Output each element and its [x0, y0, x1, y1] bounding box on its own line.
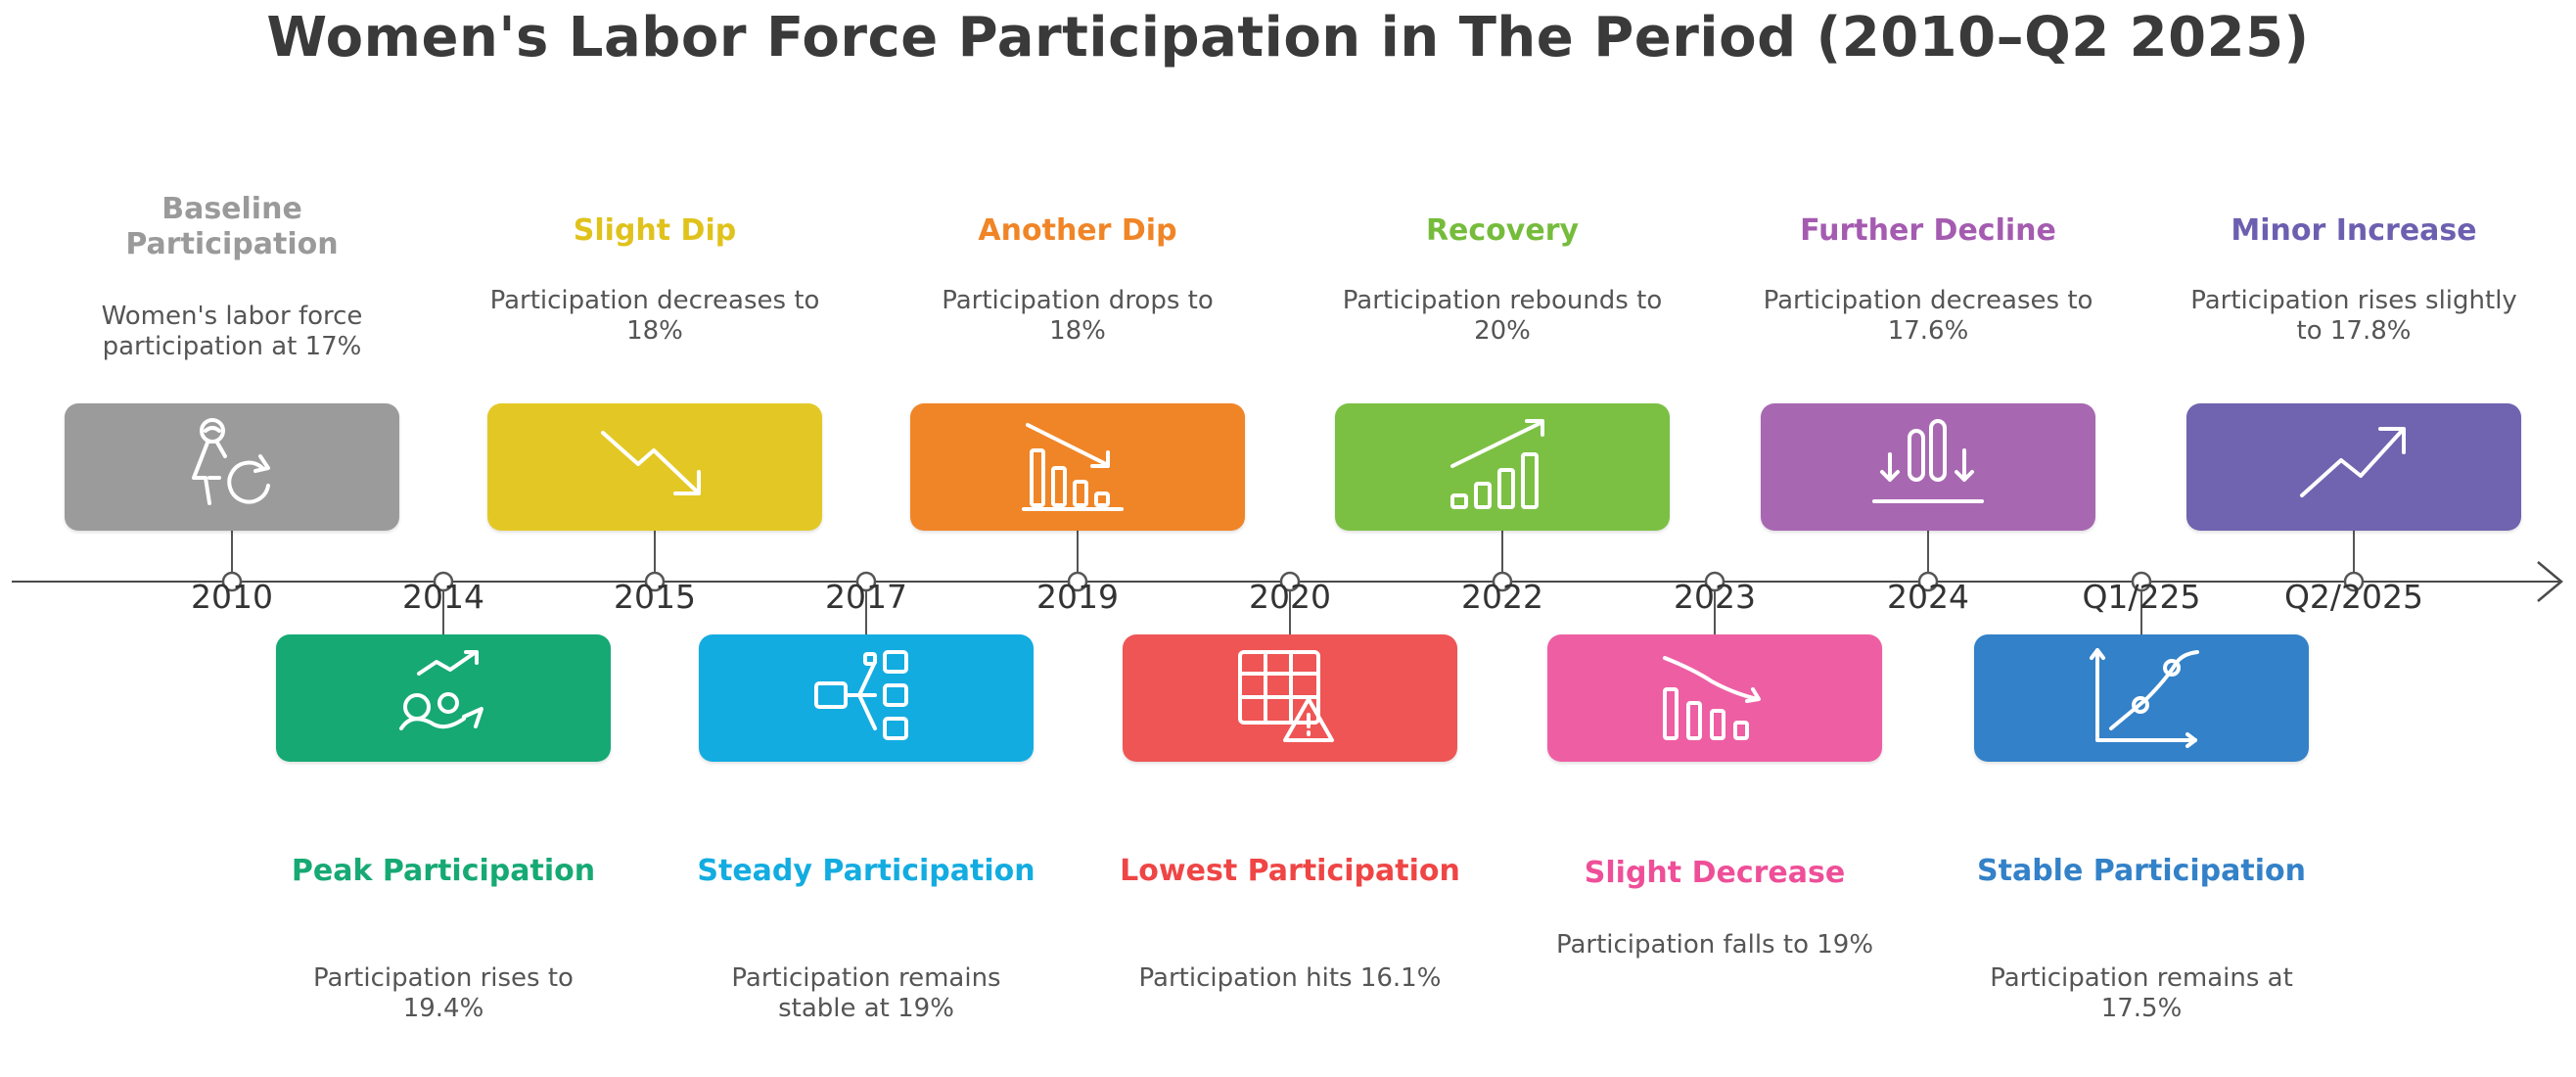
decreasing-bars-icon: [1651, 642, 1778, 754]
trend-down-icon: [591, 411, 718, 523]
milestone-card-2014: [276, 634, 611, 762]
milestone-card-2020: [1123, 634, 1457, 762]
milestone-description: Participation remains stable at 19%: [731, 963, 1001, 1023]
milestone-description: Participation rises slightly to 17.8%: [2190, 286, 2517, 346]
table-warning-icon: [1226, 642, 1354, 754]
milestone-description: Participation decreases to 18%: [489, 286, 820, 346]
declining-bars-icon: [1014, 411, 1141, 523]
milestone-description: Participation drops to 18%: [942, 286, 1214, 346]
year-label: 2017: [825, 578, 907, 616]
milestone-marker-2023: [1704, 571, 1725, 592]
year-label: 2023: [1674, 578, 1756, 616]
timeline-arrow-icon: [2537, 561, 2563, 602]
year-label: Q1/225: [2082, 578, 2201, 616]
milestone-card-q1-225: [1974, 634, 2309, 762]
down-arrows-bars-icon: [1864, 411, 1992, 523]
milestone-title: Recovery: [1425, 213, 1580, 248]
milestone-title: Another Dip: [978, 213, 1177, 248]
milestone-marker-2017: [855, 571, 877, 592]
milestone-title: Stable Participation: [1977, 854, 2306, 888]
milestone-marker-q2-2025: [2343, 571, 2365, 592]
milestone-description: Participation falls to 19%: [1555, 930, 1874, 960]
milestone-title: Minor Increase: [2231, 213, 2477, 248]
milestone-card-2019: [910, 403, 1245, 531]
milestone-description: Participation rebounds to 20%: [1342, 286, 1663, 346]
milestone-card-2017: [699, 634, 1034, 762]
milestone-card-2010: [65, 403, 399, 531]
milestone-marker-2020: [1279, 571, 1301, 592]
year-label: 2014: [402, 578, 484, 616]
milestone-marker-2024: [1917, 571, 1939, 592]
milestone-title: Slight Decrease: [1584, 856, 1846, 890]
woman-cycle-icon: [168, 411, 296, 523]
milestone-description: Participation decreases to 17.6%: [1763, 286, 2093, 346]
year-label: 2010: [191, 578, 273, 616]
page-title: Women's Labor Force Participation in The…: [266, 6, 2310, 70]
milestone-card-2015: [487, 403, 822, 531]
milestone-description: Participation remains at 17.5%: [1990, 963, 2293, 1023]
milestone-description: Women's labor force participation at 17%: [101, 302, 363, 361]
year-label: 2024: [1887, 578, 1969, 616]
milestone-title: Steady Participation: [697, 854, 1035, 888]
year-label: 2022: [1461, 578, 1543, 616]
milestone-card-q2-2025: [2186, 403, 2521, 531]
milestone-title: Baseline Participation: [125, 192, 339, 261]
milestone-marker-2015: [644, 571, 666, 592]
year-label: Q2/2025: [2283, 578, 2424, 616]
milestone-description: Participation hits 16.1%: [1138, 963, 1442, 993]
milestone-marker-2010: [221, 571, 243, 592]
rising-bars-icon: [1439, 411, 1566, 523]
milestone-title: Peak Participation: [291, 854, 596, 888]
milestone-title: Further Decline: [1800, 213, 2056, 248]
milestone-card-2024: [1761, 403, 2095, 531]
milestone-marker-2019: [1067, 571, 1088, 592]
line-graph-icon: [2078, 642, 2205, 754]
milestone-description: Participation rises to 19.4%: [313, 963, 574, 1023]
year-label: 2019: [1036, 578, 1119, 616]
milestone-marker-q1-225: [2131, 571, 2152, 592]
milestone-marker-2014: [433, 571, 454, 592]
year-label: 2015: [614, 578, 696, 616]
milestone-card-2022: [1335, 403, 1670, 531]
year-label: 2020: [1249, 578, 1331, 616]
milestone-title: Slight Dip: [573, 213, 737, 248]
trend-up-icon: [2290, 411, 2417, 523]
distribution-icon: [803, 642, 930, 754]
milestone-title: Lowest Participation: [1120, 854, 1460, 888]
milestone-card-2023: [1547, 634, 1882, 762]
milestone-marker-2022: [1492, 571, 1513, 592]
growth-people-icon: [380, 642, 507, 754]
